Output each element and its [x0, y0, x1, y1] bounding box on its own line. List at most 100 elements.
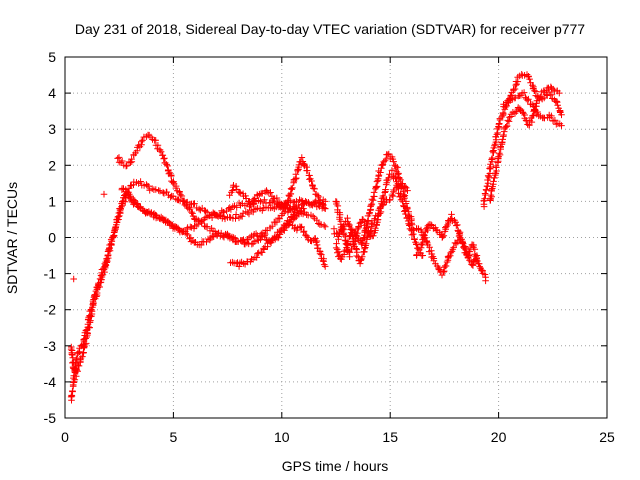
- data-point: [110, 229, 118, 236]
- data-point: [285, 196, 292, 204]
- data-point: [68, 392, 75, 399]
- data-point: [310, 185, 317, 192]
- data-point: [70, 275, 77, 283]
- data-point: [524, 97, 531, 104]
- data-point: [69, 359, 76, 367]
- data-point: [75, 362, 83, 370]
- data-point: [321, 223, 329, 230]
- data-point: [411, 236, 418, 243]
- data-point: [361, 245, 368, 252]
- data-point: [203, 238, 210, 246]
- data-point: [155, 187, 162, 194]
- data-point: [91, 291, 99, 298]
- data-point: [489, 148, 497, 155]
- y-tick-label: 2: [48, 157, 56, 173]
- data-point: [232, 211, 240, 218]
- data-point: [308, 177, 315, 185]
- data-point: [487, 191, 495, 199]
- data-point: [312, 198, 320, 205]
- data-point: [146, 210, 154, 218]
- data-point: [86, 318, 93, 326]
- data-point: [112, 224, 119, 231]
- data-point: [268, 222, 276, 230]
- y-tick-label: 4: [48, 85, 56, 101]
- data-point: [106, 247, 114, 255]
- data-point: [402, 200, 410, 207]
- data-point: [377, 169, 384, 176]
- data-point: [311, 185, 318, 193]
- data-point: [100, 190, 108, 198]
- data-point: [133, 200, 141, 207]
- x-tick-label: 25: [599, 429, 615, 445]
- x-tick-label: 0: [61, 429, 69, 445]
- data-point: [385, 150, 393, 158]
- data-point: [240, 260, 247, 267]
- data-point: [287, 185, 295, 192]
- data-point: [490, 178, 497, 185]
- data-point: [191, 200, 198, 207]
- data-point: [101, 260, 109, 267]
- data-point: [390, 158, 397, 165]
- data-point: [503, 122, 511, 130]
- data-point: [373, 178, 381, 185]
- data-point: [558, 122, 565, 129]
- data-point: [237, 189, 244, 197]
- data-point: [450, 244, 457, 251]
- data-point: [530, 103, 537, 110]
- data-point: [456, 231, 464, 239]
- data-point: [229, 187, 236, 194]
- data-point: [401, 183, 409, 191]
- data-point: [281, 208, 288, 215]
- data-point: [363, 236, 371, 243]
- data-point: [114, 155, 121, 162]
- y-tick-label: -4: [44, 374, 57, 390]
- x-tick-label: 15: [382, 429, 398, 445]
- data-point: [446, 252, 454, 259]
- data-point: [368, 219, 375, 227]
- data-point: [286, 218, 293, 225]
- data-point: [81, 341, 89, 349]
- data-point: [408, 221, 416, 229]
- data-point: [421, 232, 428, 239]
- data-point: [496, 149, 503, 157]
- data-point: [511, 85, 519, 93]
- data-point: [254, 250, 261, 257]
- data-point: [67, 345, 75, 353]
- data-point: [261, 196, 268, 203]
- data-point: [181, 198, 188, 205]
- data-point: [138, 138, 145, 145]
- data-point: [300, 205, 307, 212]
- data-point: [315, 220, 322, 227]
- data-point: [401, 194, 408, 202]
- data-point: [85, 323, 92, 331]
- data-point: [528, 118, 536, 126]
- data-point: [497, 143, 504, 151]
- data-point: [481, 190, 489, 197]
- data-point: [453, 222, 460, 229]
- data-point: [536, 94, 543, 102]
- data-point: [419, 252, 426, 259]
- data-point: [473, 256, 480, 264]
- data-point: [195, 205, 203, 213]
- data-point: [362, 240, 370, 248]
- data-point: [74, 368, 81, 375]
- data-point: [526, 75, 533, 83]
- data-point: [276, 215, 283, 223]
- data-point: [115, 216, 122, 223]
- data-point: [209, 232, 216, 240]
- y-tick-label: 1: [48, 193, 56, 209]
- data-point: [452, 240, 460, 247]
- data-point: [341, 247, 348, 255]
- data-point: [157, 148, 165, 155]
- data-point: [298, 154, 306, 161]
- data-point: [291, 208, 299, 216]
- data-point: [118, 203, 125, 210]
- data-point: [164, 162, 171, 170]
- data-point: [198, 219, 205, 227]
- data-point: [388, 191, 396, 199]
- data-point: [443, 223, 450, 230]
- data-point: [352, 231, 360, 239]
- data-point: [123, 162, 131, 169]
- data-point: [274, 198, 282, 206]
